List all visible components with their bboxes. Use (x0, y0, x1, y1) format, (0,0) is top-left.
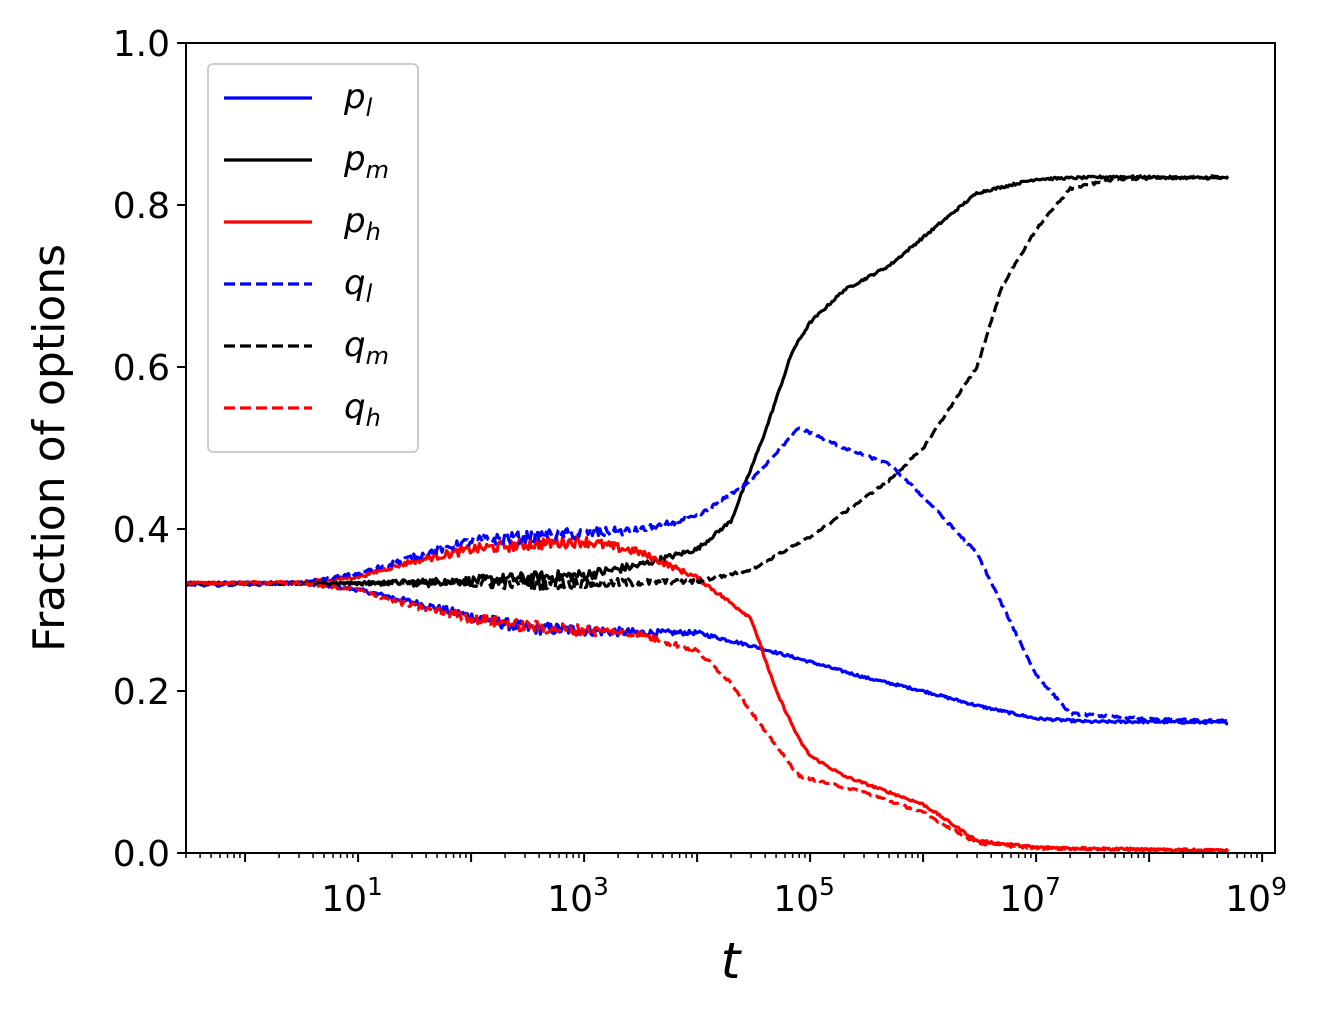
x-axis-ticks: 101 103 105 107 109 (185, 853, 1287, 920)
series-line-p-h (185, 535, 1230, 854)
legend-label: pm (343, 139, 389, 184)
y-tick-label: 1.0 (113, 24, 170, 65)
x-tick-label: 101 (321, 872, 383, 920)
x-tick-label: 109 (1225, 872, 1287, 920)
y-axis-label: Fraction of options (24, 244, 75, 652)
series-line-q-m (185, 174, 1230, 591)
legend-label: ph (343, 201, 381, 246)
x-axis-label: t (721, 932, 743, 990)
series-line-q-l (185, 426, 1229, 724)
legend-label: pl (343, 77, 373, 122)
y-tick-label: 0.8 (113, 186, 170, 227)
series-layer (185, 174, 1230, 854)
legend-label: ql (344, 263, 373, 308)
y-axis-ticks: 0.0 0.2 0.4 0.6 0.8 1.0 (113, 24, 186, 875)
y-tick-label: 0.0 (113, 834, 170, 875)
x-tick-label: 107 (999, 872, 1061, 920)
x-tick-label: 103 (547, 872, 609, 920)
legend: pl pm ph ql qm qh (207, 63, 419, 453)
legend-label: qm (344, 325, 389, 370)
y-tick-label: 0.6 (113, 348, 170, 389)
legend-box (207, 63, 419, 453)
legend-label: qh (344, 387, 381, 432)
x-tick-label: 105 (773, 872, 835, 920)
y-tick-label: 0.2 (113, 672, 170, 713)
series-line-q-h (185, 580, 1229, 853)
y-tick-label: 0.4 (113, 510, 170, 551)
